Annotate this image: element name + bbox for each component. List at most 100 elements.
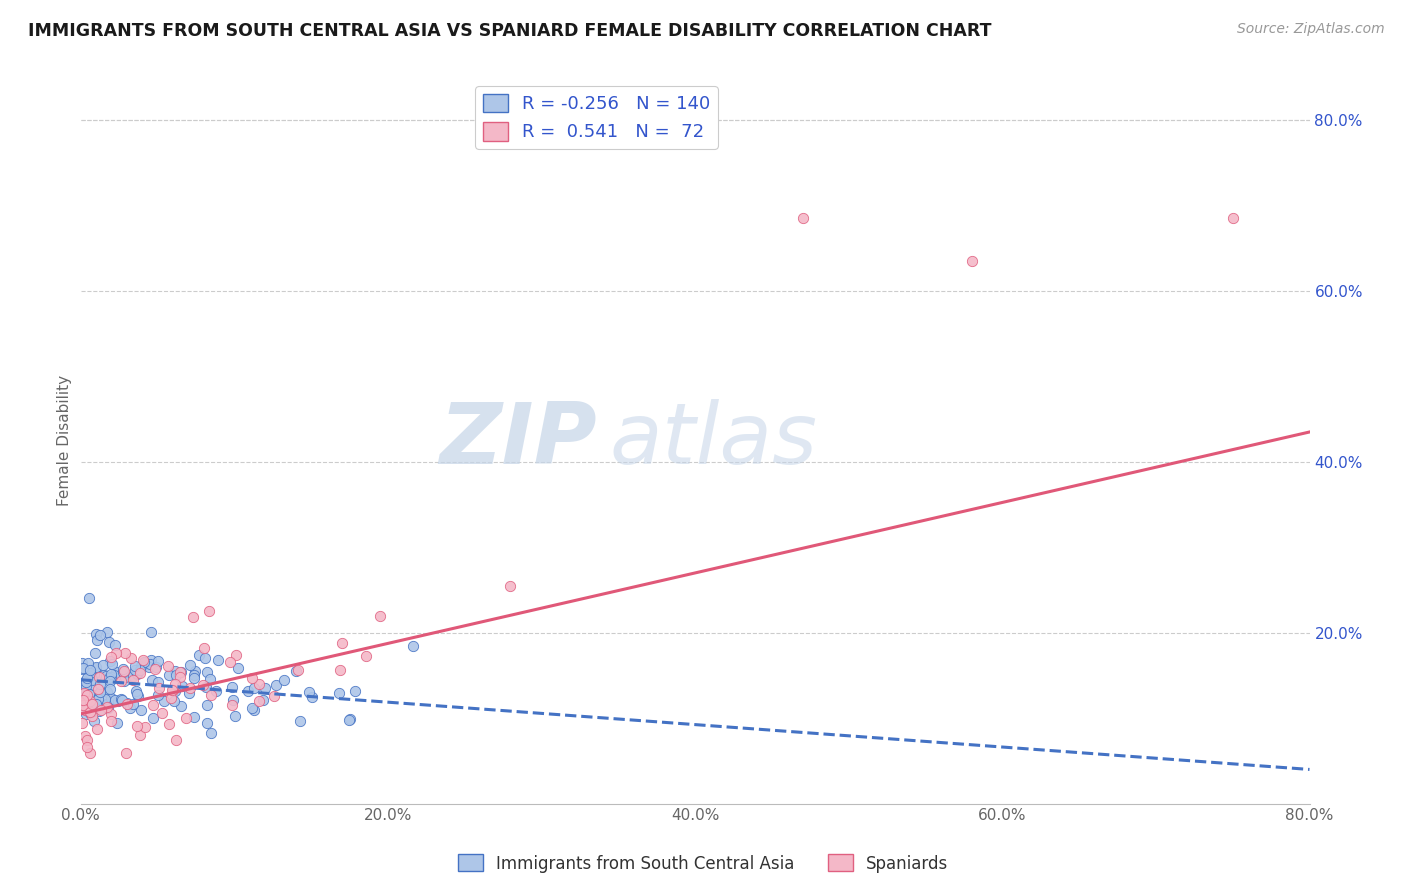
Point: [91, 658, 114, 673]
Point: [87, 704, 110, 718]
Point: [287, 663, 309, 677]
Point: [339, 712, 361, 726]
Point: [87, 670, 110, 684]
Point: [247, 694, 270, 708]
Point: [129, 663, 152, 677]
Point: [197, 665, 219, 680]
Point: [79, 706, 101, 720]
Point: [163, 684, 186, 698]
Point: [110, 674, 132, 689]
Point: [148, 681, 170, 695]
Point: [79, 706, 101, 720]
Point: [73, 729, 96, 743]
Point: [83, 667, 105, 681]
Point: [169, 670, 191, 684]
Point: [124, 663, 146, 677]
Point: [128, 666, 150, 681]
Point: [252, 693, 274, 707]
Point: [76, 688, 98, 702]
Point: [111, 692, 134, 706]
Point: [87, 681, 110, 696]
Text: atlas: atlas: [609, 399, 817, 482]
Point: [157, 717, 180, 731]
Point: [89, 684, 111, 698]
Point: [100, 706, 122, 721]
Point: [243, 681, 266, 695]
Point: [148, 675, 170, 690]
Point: [170, 679, 193, 693]
Point: [117, 696, 139, 710]
Point: [84, 661, 107, 675]
Point: [183, 671, 205, 685]
Point: [76, 739, 98, 754]
Point: [94, 692, 117, 706]
Point: [330, 636, 353, 650]
Point: [86, 690, 108, 705]
Point: [98, 671, 121, 685]
Point: [112, 662, 135, 676]
Point: [1222, 211, 1244, 226]
Point: [86, 697, 108, 711]
Point: [70, 696, 93, 710]
Point: [170, 665, 193, 679]
Text: IMMIGRANTS FROM SOUTH CENTRAL ASIA VS SPANIARD FEMALE DISABILITY CORRELATION CHA: IMMIGRANTS FROM SOUTH CENTRAL ASIA VS SP…: [28, 22, 991, 40]
Point: [194, 650, 217, 665]
Point: [165, 733, 187, 747]
Point: [165, 664, 187, 678]
Point: [125, 687, 148, 701]
Point: [114, 670, 136, 684]
Point: [100, 650, 122, 665]
Point: [127, 665, 149, 680]
Point: [179, 657, 201, 672]
Point: [76, 656, 98, 670]
Point: [100, 691, 122, 706]
Point: [221, 698, 243, 713]
Point: [114, 746, 136, 760]
Point: [98, 635, 121, 649]
Point: [82, 673, 104, 688]
Point: [70, 656, 93, 670]
Legend: R = -0.256   N = 140, R =  0.541   N =  72: R = -0.256 N = 140, R = 0.541 N = 72: [475, 87, 718, 149]
Point: [114, 646, 136, 660]
Point: [104, 647, 127, 661]
Point: [236, 683, 259, 698]
Point: [89, 628, 111, 642]
Point: [343, 684, 366, 698]
Text: ZIP: ZIP: [439, 399, 596, 482]
Point: [90, 703, 112, 717]
Point: [89, 676, 111, 690]
Point: [160, 691, 183, 706]
Point: [72, 662, 94, 676]
Point: [195, 698, 218, 712]
Point: [96, 685, 118, 699]
Point: [79, 746, 101, 760]
Point: [224, 709, 246, 723]
Point: [96, 625, 118, 640]
Point: [94, 668, 117, 682]
Point: [76, 733, 98, 747]
Point: [125, 718, 148, 732]
Point: [145, 660, 167, 674]
Point: [132, 653, 155, 667]
Point: [150, 706, 173, 720]
Point: [128, 728, 150, 742]
Point: [200, 672, 222, 686]
Legend: Immigrants from South Central Asia, Spaniards: Immigrants from South Central Asia, Span…: [451, 847, 955, 880]
Point: [141, 673, 163, 687]
Point: [107, 694, 129, 708]
Point: [160, 682, 183, 697]
Point: [105, 716, 128, 731]
Point: [86, 692, 108, 706]
Point: [193, 641, 215, 656]
Point: [104, 693, 127, 707]
Point: [197, 604, 219, 618]
Point: [72, 692, 94, 706]
Point: [148, 654, 170, 668]
Point: [103, 668, 125, 682]
Point: [76, 672, 98, 686]
Point: [221, 680, 243, 694]
Point: [242, 703, 264, 717]
Point: [72, 661, 94, 675]
Point: [75, 673, 97, 688]
Point: [273, 673, 295, 687]
